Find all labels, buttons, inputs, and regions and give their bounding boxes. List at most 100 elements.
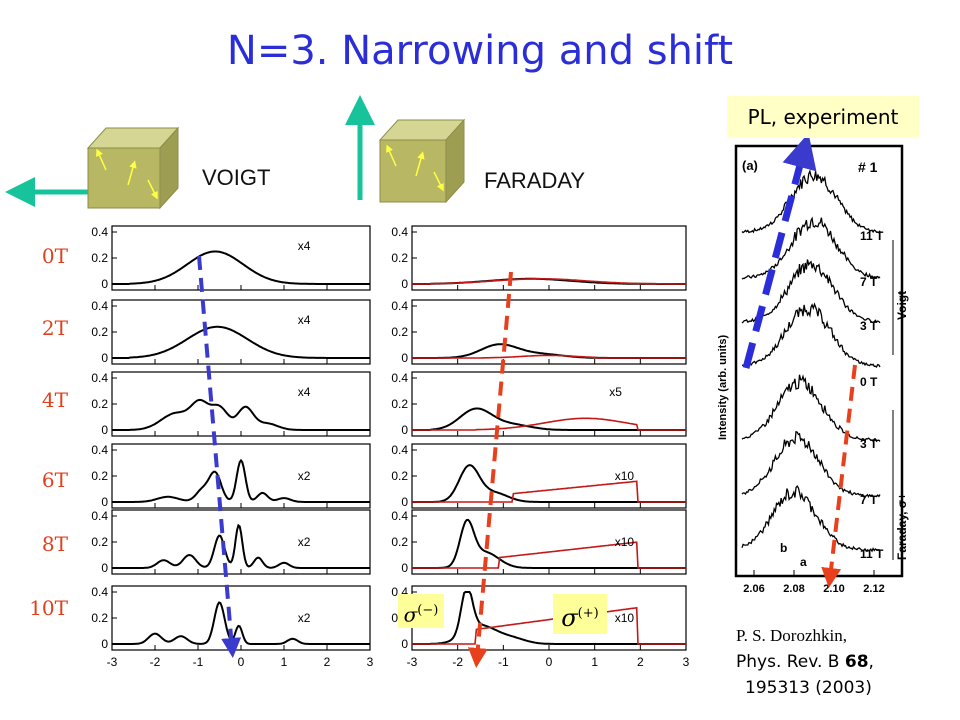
voigt-y-tick-label: 0.2 bbox=[91, 251, 108, 265]
faraday-x-tick-label: -1 bbox=[498, 655, 509, 669]
pl-peak-label-a: a bbox=[800, 555, 807, 569]
pl-trace-label: 7 T bbox=[860, 275, 878, 289]
voigt-x-tick-label: -1 bbox=[193, 655, 204, 669]
pl-panel-label: (a) bbox=[742, 158, 758, 173]
slide-title: N=3. Narrowing and shift bbox=[226, 28, 734, 74]
voigt-multiplier-label: x2 bbox=[298, 535, 311, 549]
faraday-subplot-frame bbox=[411, 225, 687, 291]
faraday-subplot-8t: 0 0.2 0.4 x10 bbox=[391, 509, 687, 575]
reference-comma: , bbox=[868, 652, 874, 672]
faraday-subplot-frame bbox=[411, 585, 687, 651]
voigt-x-tick-label: -2 bbox=[150, 655, 161, 669]
pl-x-tick-label: 2.06 bbox=[743, 583, 764, 595]
voigt-subplot-frame bbox=[111, 225, 371, 291]
sigma-minus-label: σ(−) bbox=[398, 594, 444, 628]
faraday-y-tick-label: 0 bbox=[401, 495, 408, 509]
voigt-plot: 0 0.2 0.4 x4 0 0.2 0.4 x4 0 0.2 0.4 x4 0 0.2 0.4 x2 0 0.2… bbox=[91, 225, 373, 669]
faraday-y-tick-label: 0 bbox=[401, 351, 408, 365]
voigt-y-tick-label: 0.2 bbox=[91, 397, 108, 411]
voigt-y-tick-label: 0 bbox=[101, 351, 108, 365]
voigt-multiplier-label: x2 bbox=[298, 611, 311, 625]
voigt-subplot-4t: 0 0.2 0.4 x4 bbox=[91, 371, 371, 437]
voigt-subplot-frame bbox=[111, 509, 371, 575]
faraday-cube-icon bbox=[378, 118, 466, 204]
faraday-y-tick-label: 0.4 bbox=[391, 509, 408, 523]
pl-trace-label: 3 T bbox=[860, 319, 878, 333]
voigt-subplot-frame bbox=[111, 371, 371, 437]
sigma-plus-label: σ(+) bbox=[553, 594, 607, 634]
sigma-symbol: σ bbox=[403, 602, 418, 627]
voigt-y-tick-label: 0 bbox=[101, 561, 108, 575]
pl-trace bbox=[741, 430, 881, 498]
pl-trace bbox=[741, 302, 881, 368]
pl-y-axis-label: Intensity (arb. units) bbox=[717, 335, 729, 440]
voigt-multiplier-label: x4 bbox=[298, 385, 311, 399]
voigt-series-black bbox=[112, 523, 370, 569]
pl-voigt-group-label: Voigt bbox=[895, 291, 909, 320]
voigt-y-tick-label: 0.2 bbox=[91, 535, 108, 549]
faraday-x-tick-label: 0 bbox=[546, 655, 553, 669]
voigt-y-tick-label: 0.2 bbox=[91, 325, 108, 339]
faraday-series-red bbox=[412, 417, 686, 431]
faraday-y-tick-label: 0.2 bbox=[391, 535, 408, 549]
faraday-subplot-2t: 0 0.2 0.4 bbox=[391, 299, 687, 365]
voigt-y-tick-label: 0.4 bbox=[91, 225, 108, 239]
voigt-series-black bbox=[112, 398, 370, 431]
field-label-2t: 2T bbox=[41, 316, 68, 340]
voigt-series-black bbox=[112, 250, 370, 285]
sigma-minus-superscript: (−) bbox=[417, 603, 439, 618]
faraday-y-tick-label: 0 bbox=[401, 561, 408, 575]
voigt-multiplier-label: x4 bbox=[298, 313, 311, 327]
voigt-y-tick-label: 0.2 bbox=[91, 469, 108, 483]
faraday-multiplier-label: x10 bbox=[615, 469, 635, 483]
faraday-series-red bbox=[412, 354, 686, 359]
experiment-label: PL, experiment bbox=[727, 96, 919, 138]
voigt-cube-icon bbox=[86, 126, 180, 210]
faraday-y-tick-label: 0 bbox=[401, 423, 408, 437]
faraday-y-tick-label: 0.2 bbox=[391, 251, 408, 265]
pl-trace bbox=[741, 169, 881, 234]
pl-trace bbox=[741, 374, 881, 443]
pl-trace-label: 3 T bbox=[860, 437, 878, 451]
pl-trace-label: 7 T bbox=[860, 493, 878, 507]
field-label-10t: 10T bbox=[29, 596, 68, 620]
faraday-subplot-frame bbox=[411, 509, 687, 575]
faraday-x-tick-label: 1 bbox=[591, 655, 598, 669]
voigt-series-black bbox=[112, 458, 370, 503]
faraday-series-red bbox=[412, 278, 686, 285]
pl-trace-label: 11 T bbox=[860, 229, 884, 243]
voigt-y-tick-label: 0 bbox=[101, 495, 108, 509]
field-label-8t: 8T bbox=[41, 532, 68, 556]
voigt-multiplier-label: x4 bbox=[298, 239, 311, 253]
voigt-x-tick-label: -3 bbox=[107, 655, 118, 669]
faraday-multiplier-label: x10 bbox=[615, 611, 635, 625]
faraday-y-tick-label: 0.2 bbox=[391, 469, 408, 483]
faraday-y-tick-label: 0 bbox=[401, 277, 408, 291]
reference-journal: Phys. Rev. B 68, bbox=[736, 652, 874, 672]
voigt-subplot-8t: 0 0.2 0.4 x2 bbox=[91, 509, 371, 575]
faraday-y-tick-label: 0.4 bbox=[391, 225, 408, 239]
voigt-y-tick-label: 0.2 bbox=[91, 611, 108, 625]
faraday-x-tick-label: -3 bbox=[407, 655, 418, 669]
pl-trace-label: 0 T bbox=[860, 375, 878, 389]
faraday-y-tick-label: 0.2 bbox=[391, 325, 408, 339]
pl-peak-label-b: b bbox=[780, 541, 787, 555]
reference-pages-year: 195313 (2003) bbox=[745, 678, 872, 698]
faraday-series-red bbox=[412, 606, 686, 645]
pl-trace bbox=[741, 259, 881, 324]
reference-journal-name: Phys. Rev. B bbox=[736, 652, 845, 672]
voigt-subplot-6t: 0 0.2 0.4 x2 bbox=[91, 443, 371, 509]
faraday-subplot-6t: 0 0.2 0.4 x10 bbox=[391, 443, 687, 509]
voigt-y-tick-label: 0 bbox=[101, 423, 108, 437]
pl-faraday-group-label: Faraday, σ+ bbox=[895, 493, 909, 560]
voigt-multiplier-label: x2 bbox=[298, 469, 311, 483]
pl-faraday-dashed-arrow bbox=[821, 364, 857, 588]
voigt-subplot-2t: 0 0.2 0.4 x4 bbox=[91, 299, 371, 365]
sigma-plus-superscript: (+) bbox=[577, 606, 599, 621]
faraday-subplot-0t: 0 0.2 0.4 bbox=[391, 225, 687, 291]
faraday-series-red bbox=[412, 541, 686, 569]
faraday-subplot-frame bbox=[411, 371, 687, 437]
